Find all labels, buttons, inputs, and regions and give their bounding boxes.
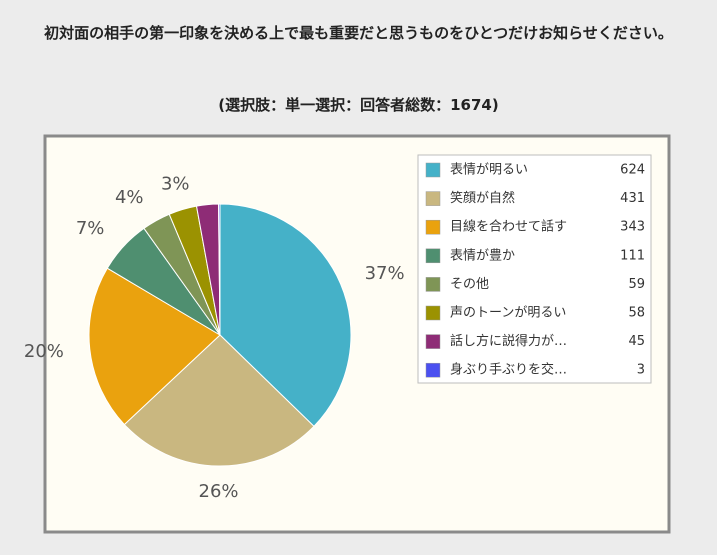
legend-value: 624 <box>620 163 645 178</box>
legend-value: 3 <box>637 363 645 378</box>
pie-slice <box>219 203 352 428</box>
legend-label: 話し方に説得力が… <box>450 333 567 349</box>
legend-swatch <box>425 362 441 378</box>
chart-subtitle: (選択肢：単一選択：回答者総数：1674) <box>218 96 499 114</box>
chart-title: 初対面の相手の第一印象を決める上で最も重要だと思うものをひとつだけお知らせくださ… <box>44 24 673 42</box>
slice-label: 20% <box>24 341 64 362</box>
legend-label: その他 <box>450 277 489 292</box>
pie-slice <box>218 203 221 336</box>
legend-value: 58 <box>628 306 645 321</box>
legend-value: 45 <box>628 334 645 349</box>
legend-swatch <box>425 219 441 235</box>
slice-label: 3% <box>161 174 190 195</box>
legend-value: 343 <box>620 220 645 235</box>
slice-label: 4% <box>115 187 144 208</box>
slice-label: 26% <box>199 481 239 502</box>
legend-swatch <box>425 248 441 264</box>
pie-slice <box>88 267 221 426</box>
legend-swatch <box>425 162 441 178</box>
legend-value: 59 <box>628 277 645 292</box>
legend-label: 声のトーンが明るい <box>450 306 566 321</box>
slice-label: 7% <box>76 218 105 239</box>
legend-label: 目線を合わせて話す <box>450 219 567 235</box>
legend-swatch <box>425 305 441 321</box>
pie-slice <box>123 334 315 467</box>
legend-swatch <box>425 334 441 349</box>
legend-box <box>417 154 652 384</box>
slice-label: 37% <box>365 263 405 284</box>
legend-label: 表情が明るい <box>450 163 528 178</box>
legend-value: 431 <box>620 191 645 206</box>
legend-label: 笑顔が自然 <box>450 190 515 206</box>
legend-label: 表情が豊か <box>450 248 515 263</box>
legend-label: 身ぶり手ぶりを交… <box>450 362 567 378</box>
legend-swatch <box>425 191 441 206</box>
legend-swatch <box>425 277 441 292</box>
legend-value: 111 <box>620 248 645 263</box>
